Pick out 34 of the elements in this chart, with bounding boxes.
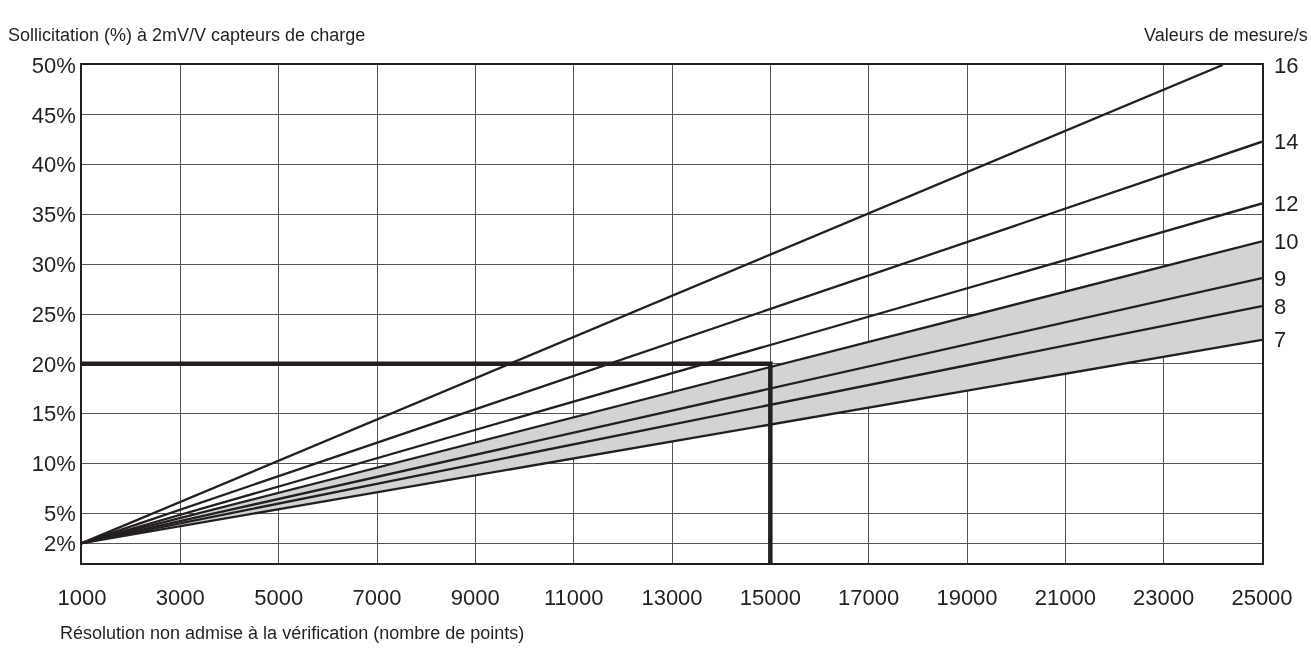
series-label: 7: [1274, 327, 1287, 352]
y-tick-label: 30%: [31, 251, 76, 277]
y-tick-label: 5%: [44, 500, 76, 526]
x-tick-label: 9000: [450, 585, 500, 611]
y-tick-label: 15%: [31, 401, 76, 427]
y-tick-label: 35%: [31, 202, 76, 228]
x-tick-label: 25000: [1231, 585, 1293, 611]
x-axis-title: Résolution non admise à la vérification (nombre de points): [60, 623, 525, 643]
series-label: 14: [1274, 129, 1299, 154]
y-tick-label: 20%: [31, 351, 76, 377]
x-tick-label: 21000: [1034, 585, 1096, 611]
x-tick-label: 23000: [1133, 585, 1195, 611]
series-label: 8: [1274, 294, 1287, 319]
y-tick-label: 25%: [31, 301, 76, 327]
series-label: 10: [1274, 229, 1299, 254]
x-tick-label: 3000: [155, 585, 205, 611]
x-tick-label: 1000: [57, 585, 107, 611]
x-tick-label: 5000: [254, 585, 304, 611]
y-tick-label: 10%: [31, 451, 76, 477]
text: 16: [1274, 53, 1299, 78]
y-axis-title: Sollicitation (%) à 2mV/V capteurs de charge: [8, 25, 366, 45]
y-tick-label: 45%: [31, 102, 76, 128]
x-tick-label: 19000: [936, 585, 998, 611]
y-tick-label: 2%: [44, 530, 76, 556]
x-tick-label: 13000: [641, 585, 703, 611]
x-tick-label: 17000: [838, 585, 900, 611]
series-label: 12: [1274, 191, 1299, 216]
x-tick-label: 15000: [739, 585, 801, 611]
series-label: 9: [1274, 266, 1287, 291]
x-tick-label: 7000: [352, 585, 402, 611]
y-tick-label: 50%: [31, 52, 76, 78]
x-tick-label: 11000: [543, 585, 604, 611]
y-tick-label: 40%: [31, 152, 76, 178]
legend-title: Valeurs de mesure/s: [1144, 25, 1308, 45]
